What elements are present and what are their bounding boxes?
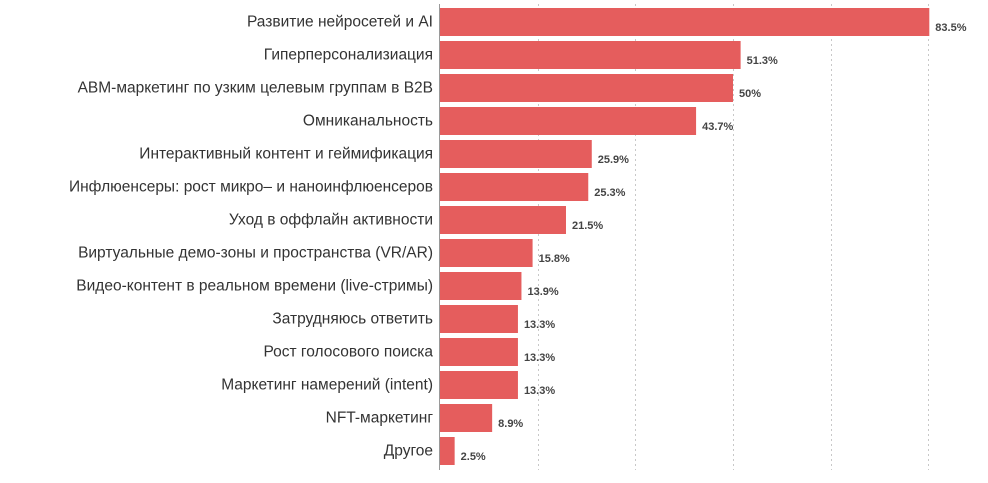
bar — [440, 239, 533, 267]
category-label: Видео-контент в реальном времени (live-с… — [76, 278, 433, 295]
bar — [440, 272, 522, 300]
category-label: Омниканальность — [303, 113, 433, 130]
grid-lines — [538, 4, 929, 470]
category-label: Уход в оффлайн активности — [229, 212, 433, 229]
bar — [440, 41, 741, 69]
value-label: 2.5% — [461, 451, 486, 463]
bar — [440, 74, 733, 102]
bar — [440, 338, 518, 366]
bar — [440, 107, 697, 135]
category-label: Маркетинг намерений (intent) — [221, 377, 433, 394]
category-label: Рост голосового поиска — [264, 344, 434, 361]
bar — [440, 173, 589, 201]
value-label: 43.7% — [702, 121, 733, 133]
value-label: 13.3% — [524, 319, 555, 331]
value-labels: 83.5% 51.3% 50% 43.7% 25.9% 25.3% 21.5% 15.8% 13… — [461, 22, 967, 463]
value-label: 21.5% — [572, 220, 603, 232]
value-label: 13.9% — [527, 286, 558, 298]
value-label: 8.9% — [498, 418, 523, 430]
category-label: Другое — [384, 443, 433, 460]
category-labels: Развитие нейросетей и AI Гиперперсонализи… — [69, 14, 433, 460]
value-label: 50% — [739, 88, 761, 100]
value-label: 13.3% — [524, 352, 555, 364]
bar — [440, 437, 455, 465]
value-label: 13.3% — [524, 385, 555, 397]
category-label: ABM-маркетинг по узким целевым группам в… — [78, 80, 433, 97]
bar — [440, 140, 592, 168]
value-label: 51.3% — [747, 55, 778, 67]
category-label: Гиперперсонализиация — [264, 47, 433, 64]
bars — [440, 8, 930, 465]
category-label: NFT-маркетинг — [326, 410, 434, 427]
bar — [440, 404, 493, 432]
value-label: 83.5% — [935, 22, 966, 34]
bar — [440, 305, 518, 333]
category-label: Затрудняюсь ответить — [272, 311, 433, 328]
value-label: 15.8% — [539, 253, 570, 265]
category-label: Интерактивный контент и геймификация — [139, 146, 433, 163]
value-label: 25.9% — [598, 154, 629, 166]
value-label: 25.3% — [594, 187, 625, 199]
bar — [440, 206, 566, 234]
bar — [440, 8, 930, 36]
category-label: Виртуальные демо-зоны и пространства (VR… — [78, 245, 433, 262]
category-label: Развитие нейросетей и AI — [247, 14, 433, 31]
category-label: Инфлюенсеры: рост микро– и наноинфлюенсе… — [69, 179, 433, 196]
bar — [440, 371, 518, 399]
